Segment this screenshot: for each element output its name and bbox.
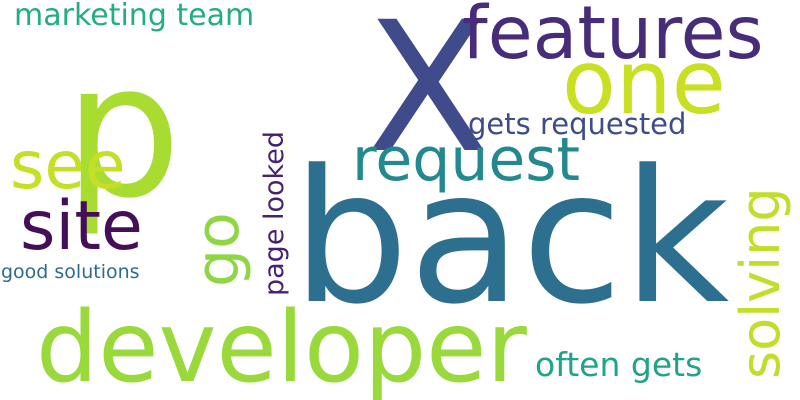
word-x: X xyxy=(366,0,490,193)
word-features: features xyxy=(462,0,764,76)
word-p: p xyxy=(64,23,182,239)
word-see: see xyxy=(10,127,126,204)
word-one: one xyxy=(562,31,726,134)
word-solving: solving xyxy=(729,187,792,379)
word-gets-requested: gets requested xyxy=(468,107,687,141)
word-go: go xyxy=(183,212,253,287)
word-back: back xyxy=(292,131,730,345)
word-page-looked: page looked xyxy=(259,131,290,296)
word-developer: developer xyxy=(36,291,527,400)
word-request: request xyxy=(352,125,581,195)
word-often-gets: often gets xyxy=(535,345,703,384)
word-good-solutions: good solutions xyxy=(1,261,140,283)
word-marketing-team: marketing team xyxy=(14,0,255,33)
word-site: site xyxy=(20,187,143,266)
